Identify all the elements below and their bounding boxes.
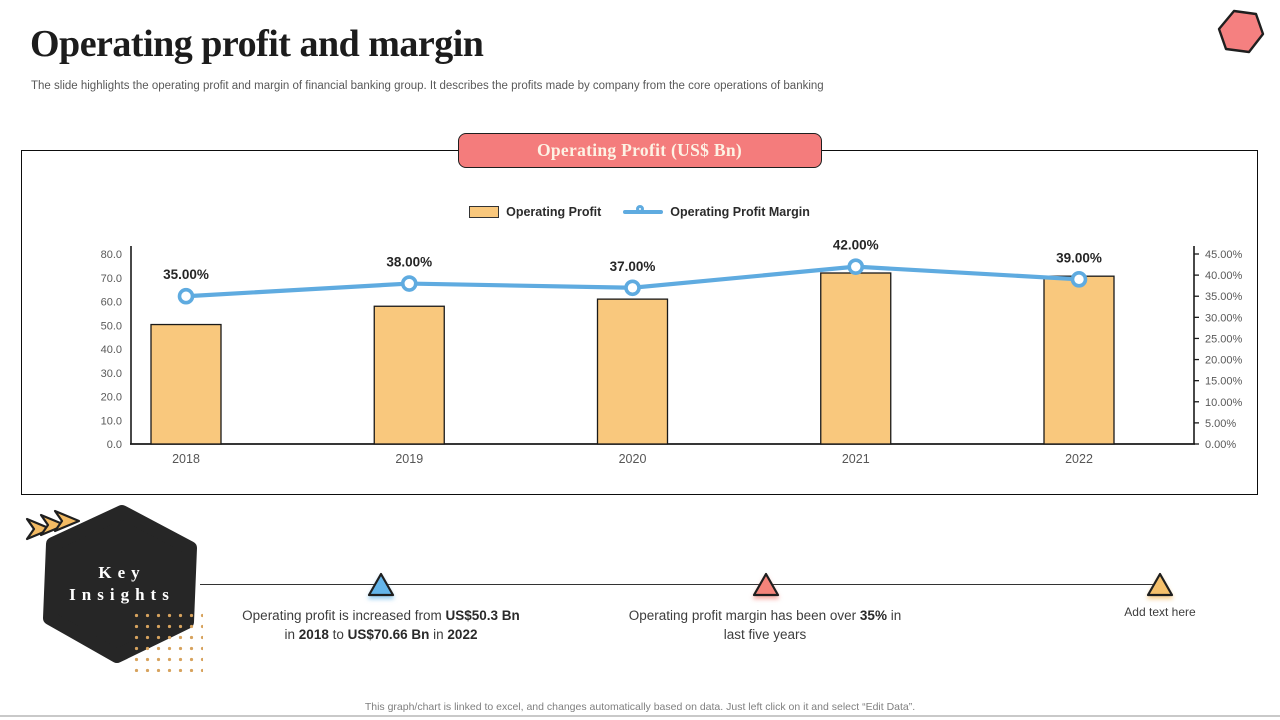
add-text-placeholder[interactable]: Add text here xyxy=(1124,605,1196,619)
page-title: Operating profit and margin xyxy=(30,23,484,65)
svg-text:35.00%: 35.00% xyxy=(163,267,209,282)
svg-text:42.00%: 42.00% xyxy=(833,238,879,253)
legend-label: Operating Profit Margin xyxy=(670,205,810,219)
legend-label: Operating Profit xyxy=(506,205,602,219)
triple-arrow-icon xyxy=(25,509,81,541)
svg-text:35.00%: 35.00% xyxy=(1205,291,1243,303)
svg-text:30.00%: 30.00% xyxy=(1205,312,1243,324)
svg-text:37.00%: 37.00% xyxy=(610,259,656,274)
footer-note: This graph/chart is linked to excel, and… xyxy=(364,701,916,713)
svg-text:25.00%: 25.00% xyxy=(1205,333,1243,345)
legend-item-operating-profit: Operating Profit xyxy=(469,205,601,219)
svg-text:80.0: 80.0 xyxy=(101,249,122,261)
svg-text:40.0: 40.0 xyxy=(101,344,122,356)
svg-text:50.0: 50.0 xyxy=(101,320,122,332)
bottom-rule xyxy=(0,715,1280,717)
svg-text:10.0: 10.0 xyxy=(101,415,122,427)
svg-text:40.00%: 40.00% xyxy=(1205,270,1243,282)
timeline-line xyxy=(200,584,1160,585)
insight-text-2: Operating profit margin has been over 35… xyxy=(628,608,902,643)
svg-text:39.00%: 39.00% xyxy=(1056,250,1102,265)
insight-text-1: Operating profit is increased from US$50… xyxy=(242,608,520,643)
chart-title-badge: Operating Profit (US$ Bn) xyxy=(457,133,822,168)
chart-panel[interactable]: Operating Profit (US$ Bn) Operating Prof… xyxy=(21,133,1258,495)
svg-text:20.0: 20.0 xyxy=(101,392,122,404)
svg-text:10.00%: 10.00% xyxy=(1205,397,1243,409)
svg-text:5.00%: 5.00% xyxy=(1205,418,1236,430)
legend-item-operating-profit-margin: Operating Profit Margin xyxy=(623,205,810,219)
chart-legend: Operating Profit Operating Profit Margin xyxy=(22,205,1257,219)
svg-text:2019: 2019 xyxy=(395,452,423,466)
corner-hexagon-icon xyxy=(1217,9,1265,54)
timeline-marker-salmon-icon[interactable] xyxy=(751,570,781,600)
svg-text:20.00%: 20.00% xyxy=(1205,355,1243,367)
svg-text:45.00%: 45.00% xyxy=(1205,249,1243,261)
svg-text:2020: 2020 xyxy=(619,452,647,466)
svg-text:30.0: 30.0 xyxy=(101,368,122,380)
svg-text:15.00%: 15.00% xyxy=(1205,376,1243,388)
timeline-marker-orange-icon[interactable] xyxy=(1145,570,1175,600)
svg-text:0.00%: 0.00% xyxy=(1205,439,1236,451)
key-insights-label: Key Insights xyxy=(69,562,175,604)
svg-text:0.0: 0.0 xyxy=(107,439,122,451)
svg-text:38.00%: 38.00% xyxy=(386,255,432,270)
bar-swatch-icon xyxy=(469,206,500,218)
svg-text:60.0: 60.0 xyxy=(101,297,122,309)
combo-chart-plot[interactable]: 0.0 10.0 20.0 30.0 40.0 50.0 60.0 70.0 80.0 0.00%… xyxy=(22,151,1256,493)
svg-text:70.0: 70.0 xyxy=(101,273,122,285)
page-subtitle: The slide highlights the operating profi… xyxy=(31,80,824,92)
dot-grid-decoration xyxy=(129,608,203,672)
timeline-marker-blue-icon[interactable] xyxy=(366,570,396,600)
svg-text:2022: 2022 xyxy=(1065,452,1093,466)
line-swatch-icon xyxy=(623,205,664,219)
svg-text:2021: 2021 xyxy=(842,452,870,466)
svg-text:2018: 2018 xyxy=(172,452,200,466)
